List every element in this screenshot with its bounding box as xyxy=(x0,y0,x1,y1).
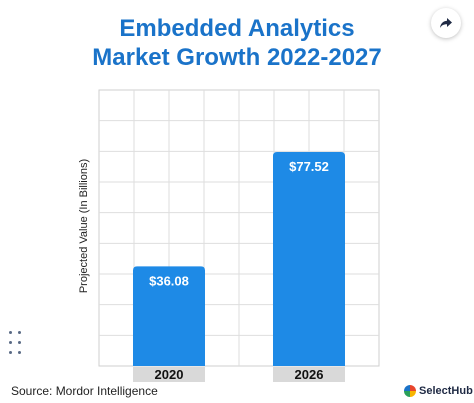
brand-logo: SelectHub xyxy=(404,385,473,397)
selecthub-logo-icon xyxy=(404,385,416,397)
bar-value-label: $36.08 xyxy=(149,273,189,288)
bar-2020 xyxy=(133,266,205,366)
share-button[interactable] xyxy=(431,8,461,38)
x-tick-label: 2020 xyxy=(155,367,184,382)
brand-name: SelectHub xyxy=(419,385,473,397)
chart-title: Embedded Analytics Market Growth 2022-20… xyxy=(0,14,474,72)
share-arrow-icon xyxy=(440,18,452,28)
title-line-2: Market Growth 2022-2027 xyxy=(92,44,382,71)
bar-value-label: $77.52 xyxy=(289,159,329,174)
x-tick-bg xyxy=(133,367,205,382)
x-tick-labels: 2020 2026 xyxy=(133,367,345,382)
bar-2026 xyxy=(273,152,345,366)
source-note: Source: Mordor Intelligence xyxy=(11,384,158,398)
chart-bars: $36.08 $77.52 xyxy=(133,152,345,366)
x-tick-bg xyxy=(273,367,345,382)
x-tick-label: 2026 xyxy=(295,367,324,382)
title-line-1: Embedded Analytics xyxy=(119,15,355,42)
